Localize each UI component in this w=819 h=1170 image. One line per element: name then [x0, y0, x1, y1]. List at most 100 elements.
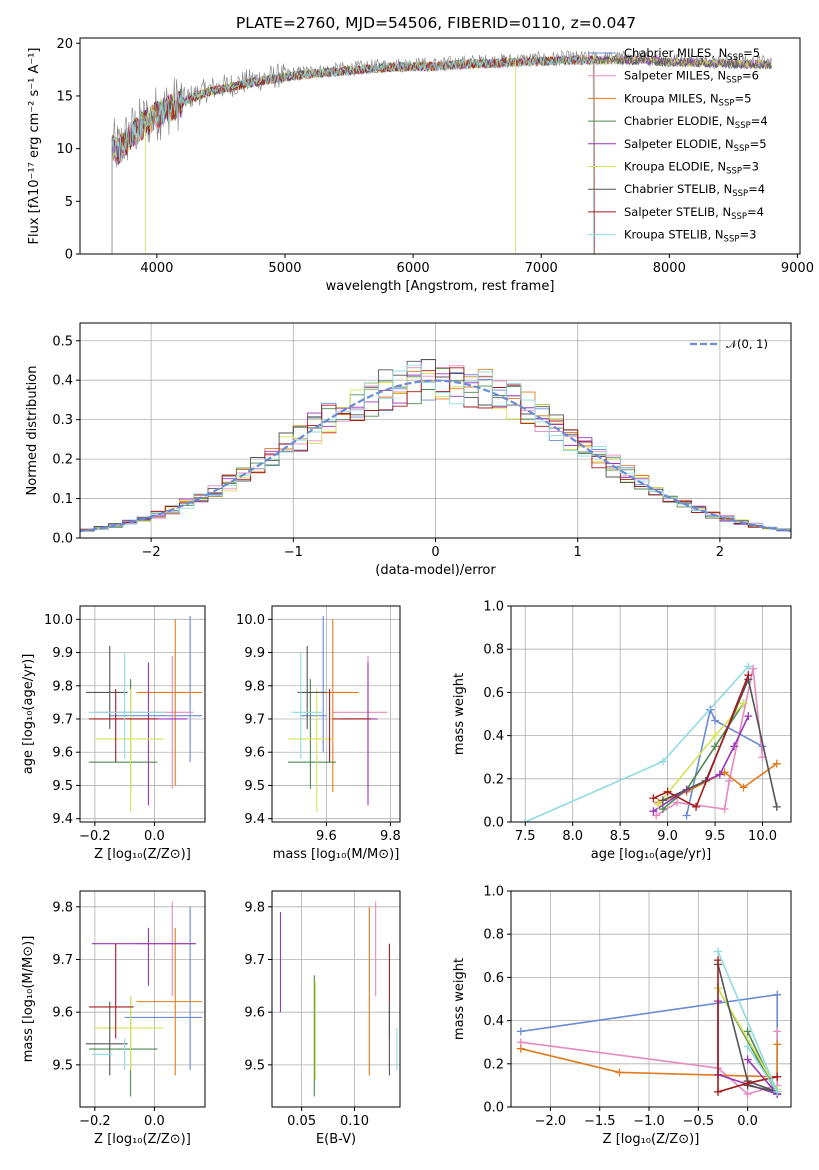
weight-point-chabrier_elodie	[658, 805, 667, 814]
x-tick-label: 10.0	[748, 829, 777, 844]
weight-line-kroupa_miles	[520, 1044, 778, 1078]
mass_vs_ebv-axes: 0.05 0.10 9.5 9.6 9.7 9.8 E(B-V)	[244, 891, 400, 1147]
weight-point-salpeter_stelib	[714, 956, 723, 965]
y-tick-label: 0.3	[52, 413, 73, 428]
legend-label: Kroupa MILES, N	[624, 91, 719, 105]
legend-sub: SSP	[727, 53, 743, 63]
y-tick-label: 9.8	[52, 900, 73, 915]
weight-point-chabrier_stelib	[658, 796, 667, 805]
y-tick-label: 9.6	[52, 746, 73, 761]
legend-label: Salpeter STELIB, N	[624, 205, 731, 219]
y-tick-label: 0.0	[483, 816, 504, 831]
weight-point-chabrier_miles	[516, 1027, 525, 1036]
weight-point-salpeter_stelib	[663, 787, 672, 796]
weight_vs_age-frame	[510, 605, 792, 823]
residuals-frame	[79, 322, 792, 539]
x-tick-label: 9.5	[705, 829, 726, 844]
legend-label: Salpeter MILES, N	[624, 69, 726, 83]
legend-label: Chabrier ELODIE, N	[624, 114, 735, 128]
weight-point-salpeter_miles	[773, 1027, 782, 1036]
weight_vs_Z-frame	[510, 890, 792, 1108]
y-axis-label: Normed distribution	[25, 366, 40, 496]
x-tick-label: 7.5	[515, 829, 536, 844]
weight-point-salpeter_miles	[749, 664, 758, 673]
x-axis-label: Z [log₁₀(Z/Z⊙)]	[94, 1132, 191, 1147]
figure-title: PLATE=2760, MJD=54506, FIBERID=0110, z=0…	[236, 14, 636, 32]
y-tick-label: 9.4	[244, 812, 265, 827]
legend-sub: SSP	[724, 235, 740, 245]
legend-label: Chabrier MILES, N	[624, 46, 727, 60]
y-tick-label: 20	[56, 37, 73, 52]
y-tick-label: 9.7	[244, 953, 265, 968]
y-axis-label: age [log₁₀(age/yr)]	[21, 654, 36, 775]
y-tick-label: 0.1	[52, 492, 73, 507]
weight-point-salpeter_miles	[673, 798, 682, 807]
y-tick-label: 9.9	[52, 646, 73, 661]
x-axis-label: mass [log₁₀(M/M⊙)]	[273, 847, 400, 862]
legend-suffix: =4	[748, 182, 765, 196]
plots-layer: 4000 5000 6000 7000 8000 900005101520waveleng…	[21, 37, 814, 1147]
x-tick-label: 0.0	[737, 1114, 758, 1129]
legend-suffix: =5	[750, 137, 767, 151]
weight-point-kroupa_stelib	[744, 662, 753, 671]
y-tick-label: 0.0	[483, 1101, 504, 1116]
weight-point-salpeter_stelib	[773, 1072, 782, 1081]
weight-point-chabrier_stelib	[772, 802, 781, 811]
weight-point-salpeter_stelib	[743, 1079, 752, 1088]
x-tick-label: 9000	[781, 261, 814, 276]
y-tick-label: 9.6	[244, 746, 265, 761]
y-tick-label: 9.5	[52, 779, 73, 794]
x-tick-label: −0.2	[79, 1114, 111, 1129]
weight-point-salpeter_elodie	[730, 742, 739, 751]
legend-entry: Salpeter ELODIE, NSSP=5	[624, 137, 767, 154]
weight-point-chabrier_miles	[773, 990, 782, 999]
legend-entry: Chabrier STELIB, NSSP=4	[624, 182, 765, 199]
y-tick-label: 1.0	[483, 600, 504, 615]
weight-point-kroupa_stelib	[714, 947, 723, 956]
y-tick-label: 0.6	[483, 686, 504, 701]
legend-suffix: =4	[747, 205, 764, 219]
x-axis-label: Z [log₁₀(Z/Z⊙)]	[94, 847, 191, 862]
weight-point-chabrier_miles	[682, 811, 691, 820]
y-tick-label: 0	[65, 248, 73, 263]
weight-line-salpeter_miles	[655, 668, 764, 817]
y-axis-label: mass weight	[452, 958, 467, 1040]
x-tick-label: 9.8	[380, 829, 401, 844]
y-tick-label: 9.7	[244, 712, 265, 727]
y-tick-label: 0.6	[483, 971, 504, 986]
x-tick-label: 4000	[140, 261, 173, 276]
x-tick-label: −2	[142, 545, 161, 560]
mass_vs_Z-axes: −0.2 0.0 9.5 9.6 9.7 9.8 Z [log₁₀(Z/Z⊙)] mass […	[21, 891, 205, 1147]
y-tick-label: 9.6	[52, 1006, 73, 1021]
y-tick-label: 0.5	[52, 334, 73, 349]
weight-line-salpeter_stelib	[717, 960, 778, 1093]
x-tick-label: −1	[284, 545, 303, 560]
legend-suffix: =6	[742, 69, 759, 83]
legend-label: Chabrier STELIB, N	[624, 182, 732, 196]
mass_vs_Z-frame	[79, 890, 206, 1108]
legend-suffix: =5	[743, 46, 760, 60]
x-tick-label: 0	[431, 545, 439, 560]
x-tick-label: 9.6	[316, 829, 337, 844]
histogram-kroupa_stelib	[80, 364, 791, 533]
weight-point-kroupa_stelib	[521, 818, 530, 822]
y-tick-label: 9.8	[52, 679, 73, 694]
x-tick-label: 1	[574, 545, 582, 560]
legend-entry: Salpeter STELIB, NSSP=4	[624, 205, 764, 222]
x-tick-label: −0.2	[79, 829, 111, 844]
x-tick-label: 0.05	[287, 1114, 316, 1129]
y-tick-label: 5	[65, 195, 73, 210]
y-tick-label: 0.2	[52, 453, 73, 468]
model-spectrum-kroupa_stelib	[111, 54, 595, 254]
legend-suffix: =3	[739, 228, 756, 242]
weight-point-kroupa_elodie	[711, 731, 720, 740]
x-tick-label: 8000	[653, 261, 686, 276]
y-tick-label: 10.0	[236, 613, 265, 628]
y-tick-label: 9.4	[52, 812, 73, 827]
y-tick-label: 9.6	[244, 1006, 265, 1021]
legend-entry: Kroupa MILES, NSSP=5	[624, 91, 751, 108]
y-tick-label: 0.4	[483, 729, 504, 744]
weight-point-kroupa_miles	[720, 768, 729, 777]
